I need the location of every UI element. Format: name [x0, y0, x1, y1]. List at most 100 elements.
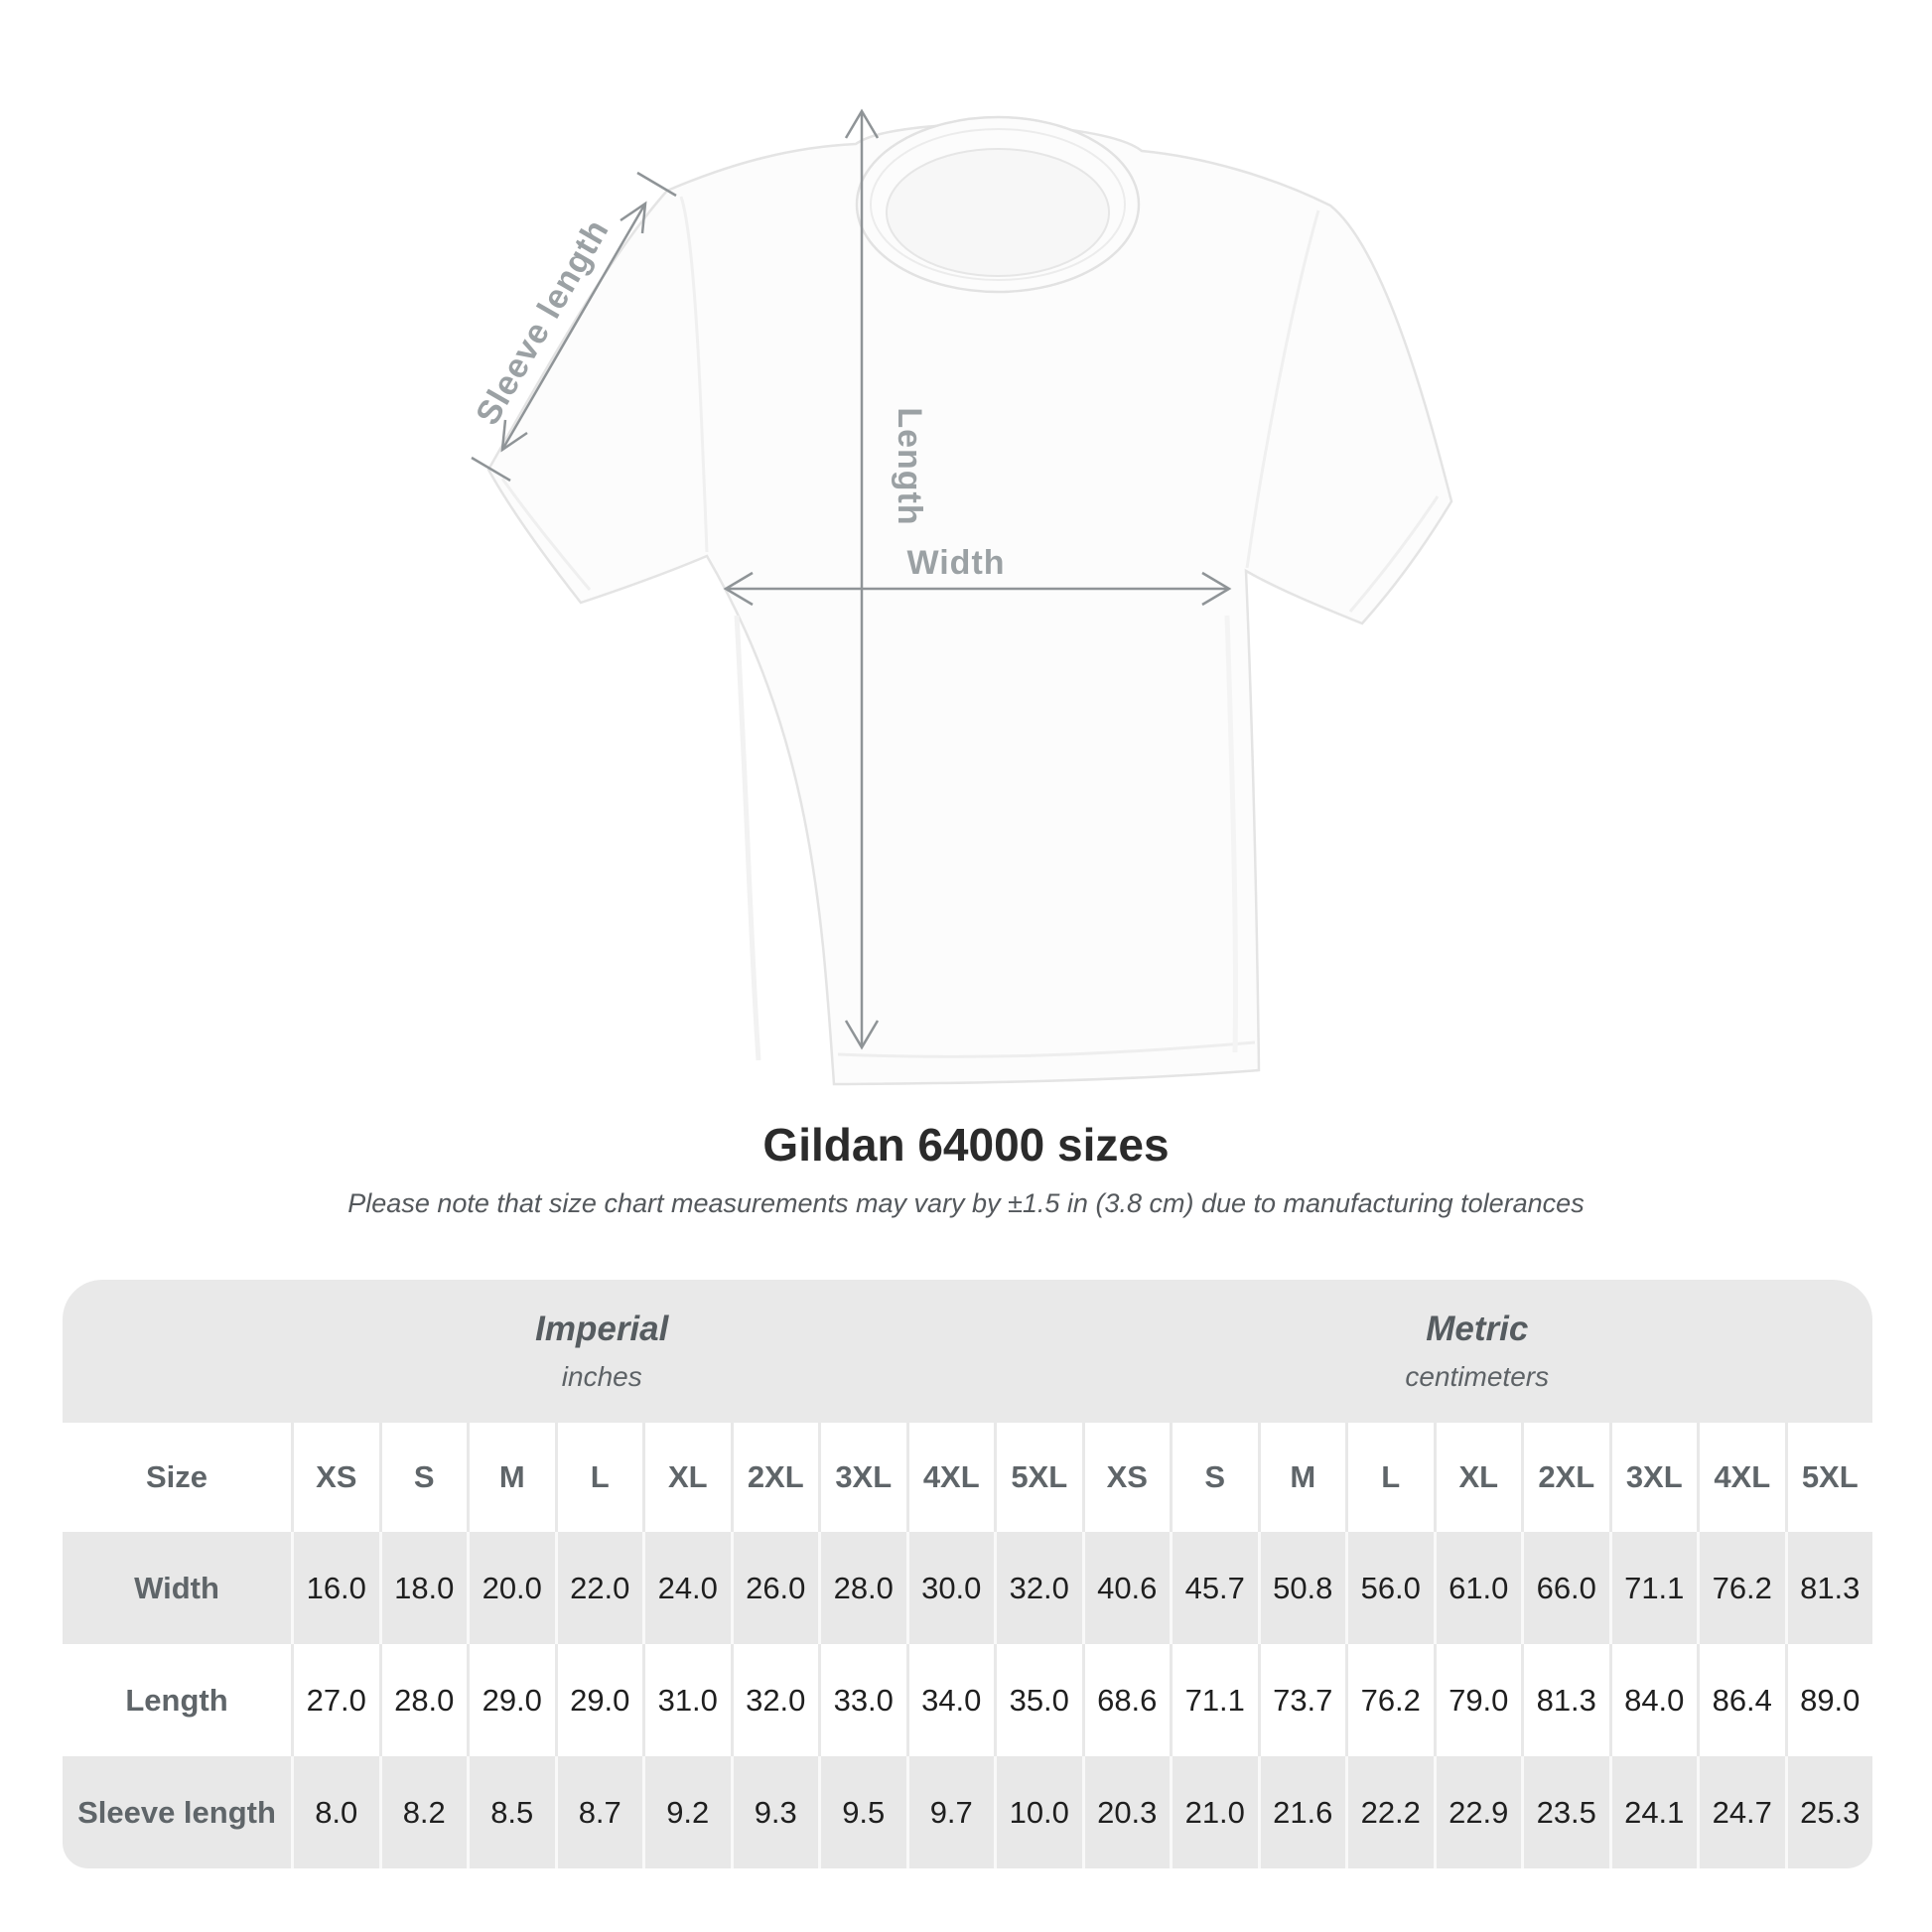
measurement-row: Width 16.0 18.0 20.0 22.0 24.0 26.0 28.0 30.0 32.…	[63, 1532, 1872, 1644]
value-cell: 9.2	[642, 1756, 731, 1868]
value-cell: 22.0	[554, 1532, 643, 1644]
value-cell: 23.5	[1521, 1756, 1609, 1868]
value-cell: 50.8	[1257, 1532, 1346, 1644]
size-col-header: S	[1170, 1423, 1258, 1532]
value-cell: 71.1	[1170, 1644, 1258, 1756]
value-cell: 9.3	[730, 1756, 819, 1868]
value-cell: 29.0	[554, 1644, 643, 1756]
size-col-header: M	[467, 1423, 555, 1532]
value-cell: 32.0	[994, 1532, 1082, 1644]
value-cell: 40.6	[1081, 1532, 1171, 1644]
value-cell: 25.3	[1784, 1756, 1873, 1868]
size-col-header: L	[1345, 1423, 1434, 1532]
measurement-row: Length 27.0 28.0 29.0 29.0 31.0 32.0 33.0 34.0 35…	[63, 1644, 1872, 1756]
size-chart-table: Imperial inches Metric centimeters Size X…	[63, 1280, 1872, 1868]
imperial-section-header: Imperial inches	[63, 1280, 1082, 1423]
page-title: Gildan 64000 sizes	[762, 1119, 1170, 1171]
size-col-header: XL	[1433, 1423, 1522, 1532]
value-cell: 76.2	[1345, 1644, 1434, 1756]
value-cell: 84.0	[1608, 1644, 1698, 1756]
value-cell: 28.0	[378, 1644, 468, 1756]
value-cell: 24.7	[1697, 1756, 1785, 1868]
value-cell: 20.0	[467, 1532, 555, 1644]
size-chart: Imperial inches Metric centimeters Size X…	[63, 1280, 1872, 1868]
collar-stitch	[870, 128, 1126, 281]
value-cell: 71.1	[1608, 1532, 1698, 1644]
width-arrow	[723, 571, 1232, 607]
tshirt-figure: Sleeve length Length Width	[469, 108, 1453, 1086]
tolerance-note: Please note that size chart measurements…	[347, 1188, 1585, 1218]
value-cell: 9.7	[905, 1756, 995, 1868]
length-label: Length	[891, 407, 928, 525]
size-col-header: XL	[642, 1423, 731, 1532]
value-cell: 9.5	[818, 1756, 906, 1868]
value-cell: 27.0	[291, 1644, 379, 1756]
value-cell: 79.0	[1433, 1644, 1522, 1756]
value-cell: 20.3	[1081, 1756, 1171, 1868]
value-cell: 30.0	[905, 1532, 995, 1644]
size-col-header: 4XL	[905, 1423, 995, 1532]
value-cell: 89.0	[1784, 1644, 1873, 1756]
value-cell: 66.0	[1521, 1532, 1609, 1644]
collar-opening	[886, 148, 1110, 277]
value-cell: 81.3	[1784, 1532, 1873, 1644]
row-label: Sleeve length	[77, 1794, 276, 1830]
size-col-header: M	[1257, 1423, 1346, 1532]
size-col-header: S	[378, 1423, 468, 1532]
value-cell: 29.0	[467, 1644, 555, 1756]
row-label: Width	[134, 1570, 219, 1605]
tshirt-shape	[486, 115, 1453, 1086]
metric-section-header: Metric centimeters	[1081, 1280, 1872, 1423]
metric-title: Metric	[1426, 1309, 1529, 1348]
size-col-header: 2XL	[1521, 1423, 1609, 1532]
value-cell: 33.0	[818, 1644, 906, 1756]
row-label: Length	[125, 1682, 228, 1718]
value-cell: 56.0	[1345, 1532, 1434, 1644]
value-cell: 21.0	[1170, 1756, 1258, 1868]
value-cell: 8.0	[291, 1756, 379, 1868]
value-cell: 73.7	[1257, 1644, 1346, 1756]
sleeve-length-arrow	[471, 171, 677, 483]
size-col-header: 3XL	[818, 1423, 906, 1532]
value-cell: 76.2	[1697, 1532, 1785, 1644]
value-cell: 16.0	[291, 1532, 379, 1644]
tshirt-illustration: Sleeve length Length Width	[469, 108, 1453, 1086]
value-cell: 81.3	[1521, 1644, 1609, 1756]
value-cell: 34.0	[905, 1644, 995, 1756]
value-cell: 21.6	[1257, 1756, 1346, 1868]
size-col-header: L	[554, 1423, 643, 1532]
value-cell: 61.0	[1433, 1532, 1522, 1644]
table-body: Width 16.0 18.0 20.0 22.0 24.0 26.0 28.0 30.0 32.…	[63, 1532, 1872, 1868]
size-col-header: XS	[291, 1423, 379, 1532]
measurement-row: Sleeve length 8.0 8.2 8.5 8.7 9.2 9.3 9.5 9.7 10.…	[63, 1756, 1872, 1868]
size-col-header: 4XL	[1697, 1423, 1785, 1532]
imperial-unit: inches	[561, 1360, 642, 1392]
metric-unit: centimeters	[1405, 1360, 1550, 1392]
value-cell: 86.4	[1697, 1644, 1785, 1756]
value-cell: 32.0	[730, 1644, 819, 1756]
value-cell: 8.2	[378, 1756, 468, 1868]
size-col-header: 5XL	[1784, 1423, 1873, 1532]
size-header-row: Size XS S M L XL 2XL 3XL 4XL 5XL XS S M L XL 2XL 3XL 4XL 5…	[63, 1423, 1872, 1532]
value-cell: 31.0	[642, 1644, 731, 1756]
value-cell: 28.0	[818, 1532, 906, 1644]
value-cell: 8.5	[467, 1756, 555, 1868]
value-cell: 68.6	[1081, 1644, 1171, 1756]
value-cell: 22.2	[1345, 1756, 1434, 1868]
width-label: Width	[906, 544, 1005, 582]
size-col-header: 5XL	[994, 1423, 1082, 1532]
value-cell: 10.0	[994, 1756, 1082, 1868]
size-col-header: 3XL	[1608, 1423, 1698, 1532]
value-cell: 45.7	[1170, 1532, 1258, 1644]
value-cell: 22.9	[1433, 1756, 1522, 1868]
size-row-label: Size	[145, 1459, 208, 1494]
size-col-header: XS	[1081, 1423, 1171, 1532]
value-cell: 35.0	[994, 1644, 1082, 1756]
value-cell: 24.0	[642, 1532, 731, 1644]
unit-header-row: Imperial inches Metric centimeters	[63, 1280, 1872, 1423]
imperial-title: Imperial	[535, 1309, 669, 1348]
value-cell: 8.7	[554, 1756, 643, 1868]
value-cell: 18.0	[378, 1532, 468, 1644]
length-arrow	[844, 108, 880, 1050]
value-cell: 24.1	[1608, 1756, 1698, 1868]
